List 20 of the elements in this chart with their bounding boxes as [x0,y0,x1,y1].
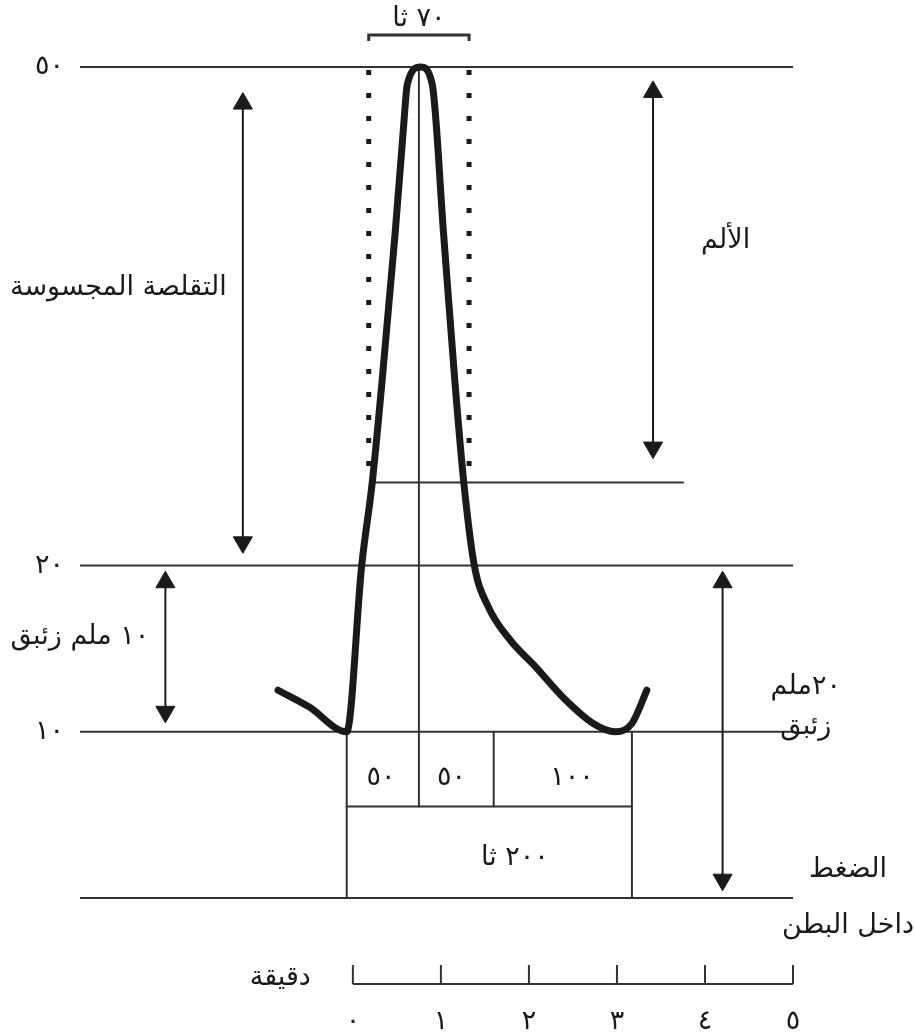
x-tick-label: ٤ [697,1004,713,1032]
series-label: التقلصة المجسوسة [10,269,227,302]
ref-line-label: الضغط داخل البطن [782,852,914,941]
series-label: ١٠ ملم زئبق [10,618,150,651]
x-tick-label: ٠ [345,1004,361,1032]
x-tick-label: ١ [433,1004,449,1032]
x-tick-label: ٥ [785,1004,801,1032]
y-tick-label: ١٠ [34,713,64,745]
series-label: ٢٠ملم زئبق [770,669,841,742]
x-tick-label: ٢ [521,1004,537,1032]
series-label: الألم [701,221,751,256]
y-tick-label: ٢٠ [34,547,64,579]
annotation: ١٠٠ [550,760,594,792]
y-tick-label: ٥٠ [34,49,64,81]
x-axis-title: دقيقة [249,960,311,992]
annotation: ٥٠ [436,760,466,792]
x-tick-label: ٣ [609,1004,625,1032]
annotation: ٥٠ [366,760,396,792]
text: ٧٠ ثا [392,1,446,33]
annotation: ٢٠٠ ثا [480,840,549,872]
